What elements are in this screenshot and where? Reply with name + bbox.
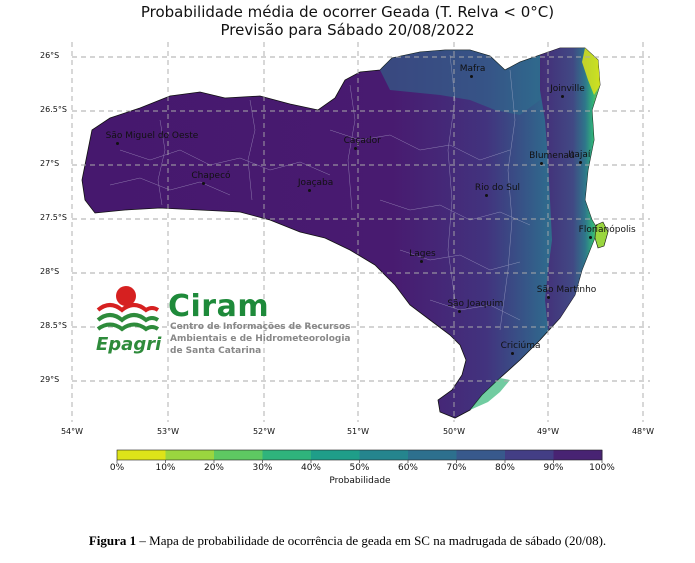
city-label: Criciúma (500, 341, 541, 352)
city-marker (419, 259, 423, 263)
colorbar-segment (553, 450, 603, 460)
map-subtitle: Previsão para Sábado 20/08/2022 (220, 21, 475, 39)
lat-tick-label: 28°S (40, 267, 60, 276)
city-label: Blumenau (529, 151, 575, 162)
city-label: Itajaí (568, 150, 591, 161)
lon-tick-label: 52°W (252, 427, 276, 436)
city-marker (539, 162, 543, 166)
colorbar-segment (262, 450, 312, 460)
colorbar-segment (359, 450, 409, 460)
map-title: Probabilidade média de ocorrer Geada (T.… (140, 3, 555, 21)
colorbar-tick-label: 80% (494, 463, 515, 473)
city-label: São Joaquim (447, 299, 504, 310)
colorbar-segment (311, 450, 360, 460)
lat-tick-label: 27.5°S (40, 213, 67, 222)
city-label: Mafra (459, 63, 486, 74)
city-label: Lages (409, 248, 436, 259)
colorbar-tick-label: 20% (203, 463, 224, 473)
colorbar (116, 449, 603, 463)
city-marker (485, 193, 489, 197)
city-marker (547, 296, 551, 300)
lon-tick-label: 50°W (442, 427, 466, 436)
colorbar-tick-label: 50% (349, 463, 370, 473)
yellow-coast-zone (582, 48, 600, 95)
city-marker (308, 189, 312, 193)
lon-tick-label: 49°W (536, 427, 560, 436)
colorbar-segment (505, 450, 554, 460)
city-label: Chapecó (191, 170, 231, 181)
colorbar-tick-label: 70% (446, 463, 467, 473)
city-label: Caçador (343, 136, 381, 147)
colorbar-tick-label: 100% (589, 463, 615, 473)
caption-label: Figura 1 (88, 533, 137, 548)
city-label: Florianópolis (578, 224, 636, 235)
municipal-borders (109, 54, 531, 331)
island-florianopolis (594, 221, 609, 249)
city-label: Joinville (550, 84, 585, 95)
lat-tick-label: 26°S (40, 51, 60, 60)
north-teal-zone (380, 50, 540, 115)
colorbar-segment (456, 450, 506, 460)
colorbar-tick-label: 30% (252, 463, 273, 473)
ciram-brand: Ciram (168, 289, 270, 324)
city-marker (560, 95, 564, 99)
city-marker (457, 310, 461, 314)
city-marker (578, 161, 582, 165)
city-marker (511, 352, 515, 356)
epagri-logo: Epagri (96, 334, 162, 355)
lon-tick-label: 54°W (60, 427, 84, 436)
ciram-line2: Ambientais e de Hidrometeorologia (170, 334, 351, 344)
lat-tick-label: 27°S (40, 159, 60, 168)
lon-tick-label: 51°W (346, 427, 370, 436)
colorbar-tick-label: 0% (109, 463, 125, 473)
city-label: São Martinho (536, 285, 597, 296)
ciram-line1: Centro de Informações de Recursos (170, 322, 351, 332)
south-green-zone (470, 378, 510, 410)
colorbar-tick-label: 60% (397, 463, 418, 473)
city-label: São Miguel do Oeste (105, 130, 199, 141)
colorbar-tick-label: 40% (300, 463, 321, 473)
ciram-line3: de Santa Catarina (170, 346, 262, 356)
colorbar-tick-label: 10% (155, 463, 176, 473)
city-marker (589, 235, 593, 239)
city-marker (470, 74, 474, 78)
lon-tick-label: 53°W (156, 427, 180, 436)
ciram-logo-mark (96, 286, 160, 332)
caption-text: – Mapa de probabilidade de ocorrência de… (136, 533, 607, 548)
coastal-high-probability-zone (540, 48, 600, 330)
figure-caption: Figura 1 – Mapa de probabilidade de ocor… (0, 533, 695, 549)
city-label: Rio do Sul (474, 182, 521, 193)
colorbar-segment (117, 450, 166, 460)
colorbar-segment (214, 450, 263, 460)
lat-tick-label: 28.5°S (40, 321, 67, 330)
lat-tick-label: 29°S (40, 375, 60, 384)
gridlines (71, 42, 650, 422)
city-marker (354, 147, 358, 151)
city-marker (201, 181, 205, 185)
colorbar-segment (408, 450, 457, 460)
colorbar-tick-label: 90% (543, 463, 564, 473)
city-label: Joaçaba (297, 178, 334, 189)
colorbar-segment (165, 450, 215, 460)
city-marker (116, 141, 120, 145)
colorbar-title: Probabilidade (329, 476, 391, 486)
lat-tick-label: 26.5°S (40, 105, 67, 114)
lon-tick-label: 48°W (631, 427, 655, 436)
